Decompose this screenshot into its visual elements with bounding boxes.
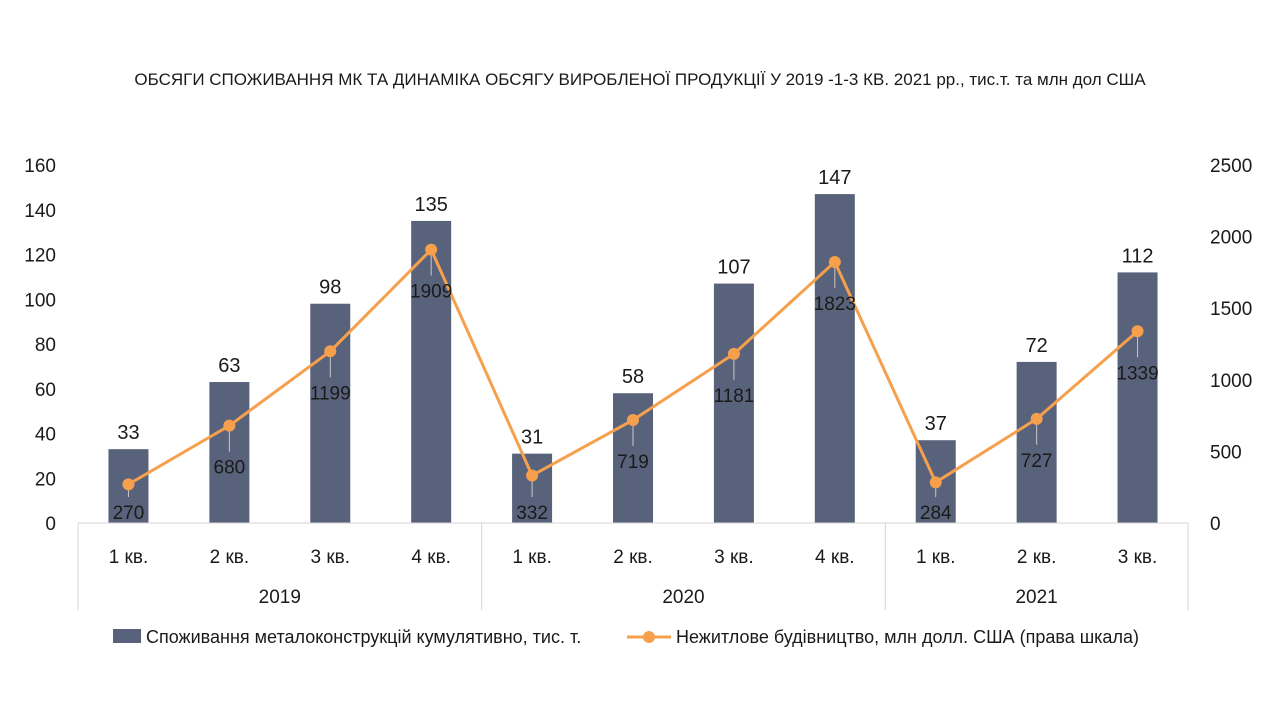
- category-label: 2 кв.: [210, 547, 250, 568]
- category-label: 3 кв.: [1118, 547, 1158, 568]
- right-axis-tick-label: 500: [1210, 442, 1242, 463]
- bar-value-label: 33: [117, 422, 139, 444]
- left-axis-tick-label: 0: [45, 514, 56, 535]
- bar-value-label: 58: [622, 366, 644, 388]
- legend-line-label: Нежитлове будівництво, млн долл. США (пр…: [676, 627, 1139, 647]
- bar-value-label: 135: [414, 194, 447, 216]
- bar: [814, 194, 855, 523]
- left-axis-tick-label: 120: [24, 246, 56, 267]
- category-label: 1 кв.: [916, 547, 956, 568]
- line-value-label: 1909: [410, 282, 452, 303]
- chart-title: ОБСЯГИ СПОЖИВАННЯ МК ТА ДИНАМІКА ОБСЯГУ …: [134, 70, 1146, 89]
- year-group-label: 2019: [259, 587, 301, 608]
- bar: [1117, 272, 1158, 523]
- category-label: 4 кв.: [411, 547, 451, 568]
- right-axis-tick-label: 1500: [1210, 299, 1252, 320]
- line-value-label: 332: [516, 503, 548, 524]
- line-point: [425, 243, 438, 256]
- right-y-axis: 0 500 1000 1500 2000 2500: [1210, 156, 1252, 535]
- line-point: [1131, 325, 1144, 338]
- legend: Споживання металоконструкцій кумулятивно…: [113, 627, 1139, 647]
- bar-value-label: 147: [818, 167, 851, 189]
- left-axis-tick-label: 140: [24, 201, 56, 222]
- line-value-label: 1181: [713, 386, 754, 407]
- left-y-axis: 0 20 40 60 80 100 120 140 160: [24, 156, 56, 535]
- category-label: 4 кв.: [815, 547, 855, 568]
- line-point: [1030, 412, 1043, 425]
- line-value-label: 270: [113, 503, 145, 524]
- category-label: 1 кв.: [512, 547, 552, 568]
- legend-bar-label: Споживання металоконструкцій кумулятивно…: [146, 627, 581, 647]
- right-axis-tick-label: 1000: [1210, 371, 1252, 392]
- line-value-label: 1339: [1116, 363, 1158, 384]
- line-point: [122, 478, 135, 491]
- year-group-label: 2020: [662, 587, 704, 608]
- line-point: [526, 469, 539, 482]
- bar-value-label: 37: [925, 413, 947, 435]
- left-axis-tick-label: 100: [24, 290, 56, 311]
- bar: [209, 382, 250, 523]
- line-value-label: 1199: [310, 383, 351, 404]
- bar-value-label: 31: [521, 427, 543, 449]
- line-value-label: 284: [920, 503, 952, 524]
- right-axis-tick-label: 0: [1210, 514, 1221, 535]
- line-point: [223, 419, 236, 432]
- bar-value-label: 63: [218, 355, 240, 377]
- line-point: [929, 476, 942, 489]
- bar-value-label: 72: [1026, 335, 1048, 357]
- line-value-label: 719: [617, 452, 649, 473]
- legend-bar-swatch: [113, 629, 141, 643]
- year-group-label: 2021: [1015, 587, 1057, 608]
- line-value-label: 1823: [814, 294, 856, 315]
- category-label: 2 кв.: [1017, 547, 1057, 568]
- line-point: [727, 347, 740, 360]
- x-axis: 1 кв. 2 кв. 3 кв. 4 кв. 1 кв. 2 кв. 3 кв. 4 кв.…: [77, 522, 1189, 610]
- right-axis-tick-label: 2000: [1210, 228, 1252, 249]
- line-value-label: 727: [1021, 451, 1053, 472]
- line-series: 270 680 1199 1909 332 719 1181 1823 284 727 1339: [113, 243, 1159, 524]
- category-label: 2 кв.: [613, 547, 653, 568]
- left-axis-tick-label: 160: [24, 156, 56, 177]
- category-label: 3 кв.: [714, 547, 754, 568]
- left-axis-tick-label: 20: [35, 469, 56, 490]
- left-axis-tick-label: 40: [35, 425, 56, 446]
- bar: [713, 283, 754, 523]
- bar-value-label: 112: [1122, 245, 1154, 267]
- right-axis-tick-label: 2500: [1210, 156, 1252, 177]
- left-axis-tick-label: 80: [35, 335, 56, 356]
- line-point: [828, 255, 841, 268]
- category-label: 1 кв.: [109, 547, 149, 568]
- line-point: [324, 345, 337, 358]
- bar: [310, 303, 351, 523]
- left-axis-tick-label: 60: [35, 380, 56, 401]
- legend-line-marker: [643, 631, 655, 643]
- bar-value-label: 98: [319, 277, 341, 299]
- bar-value-label: 107: [717, 257, 750, 279]
- line-value-label: 680: [214, 458, 246, 479]
- line-point: [627, 414, 639, 427]
- category-label: 3 кв.: [311, 547, 351, 568]
